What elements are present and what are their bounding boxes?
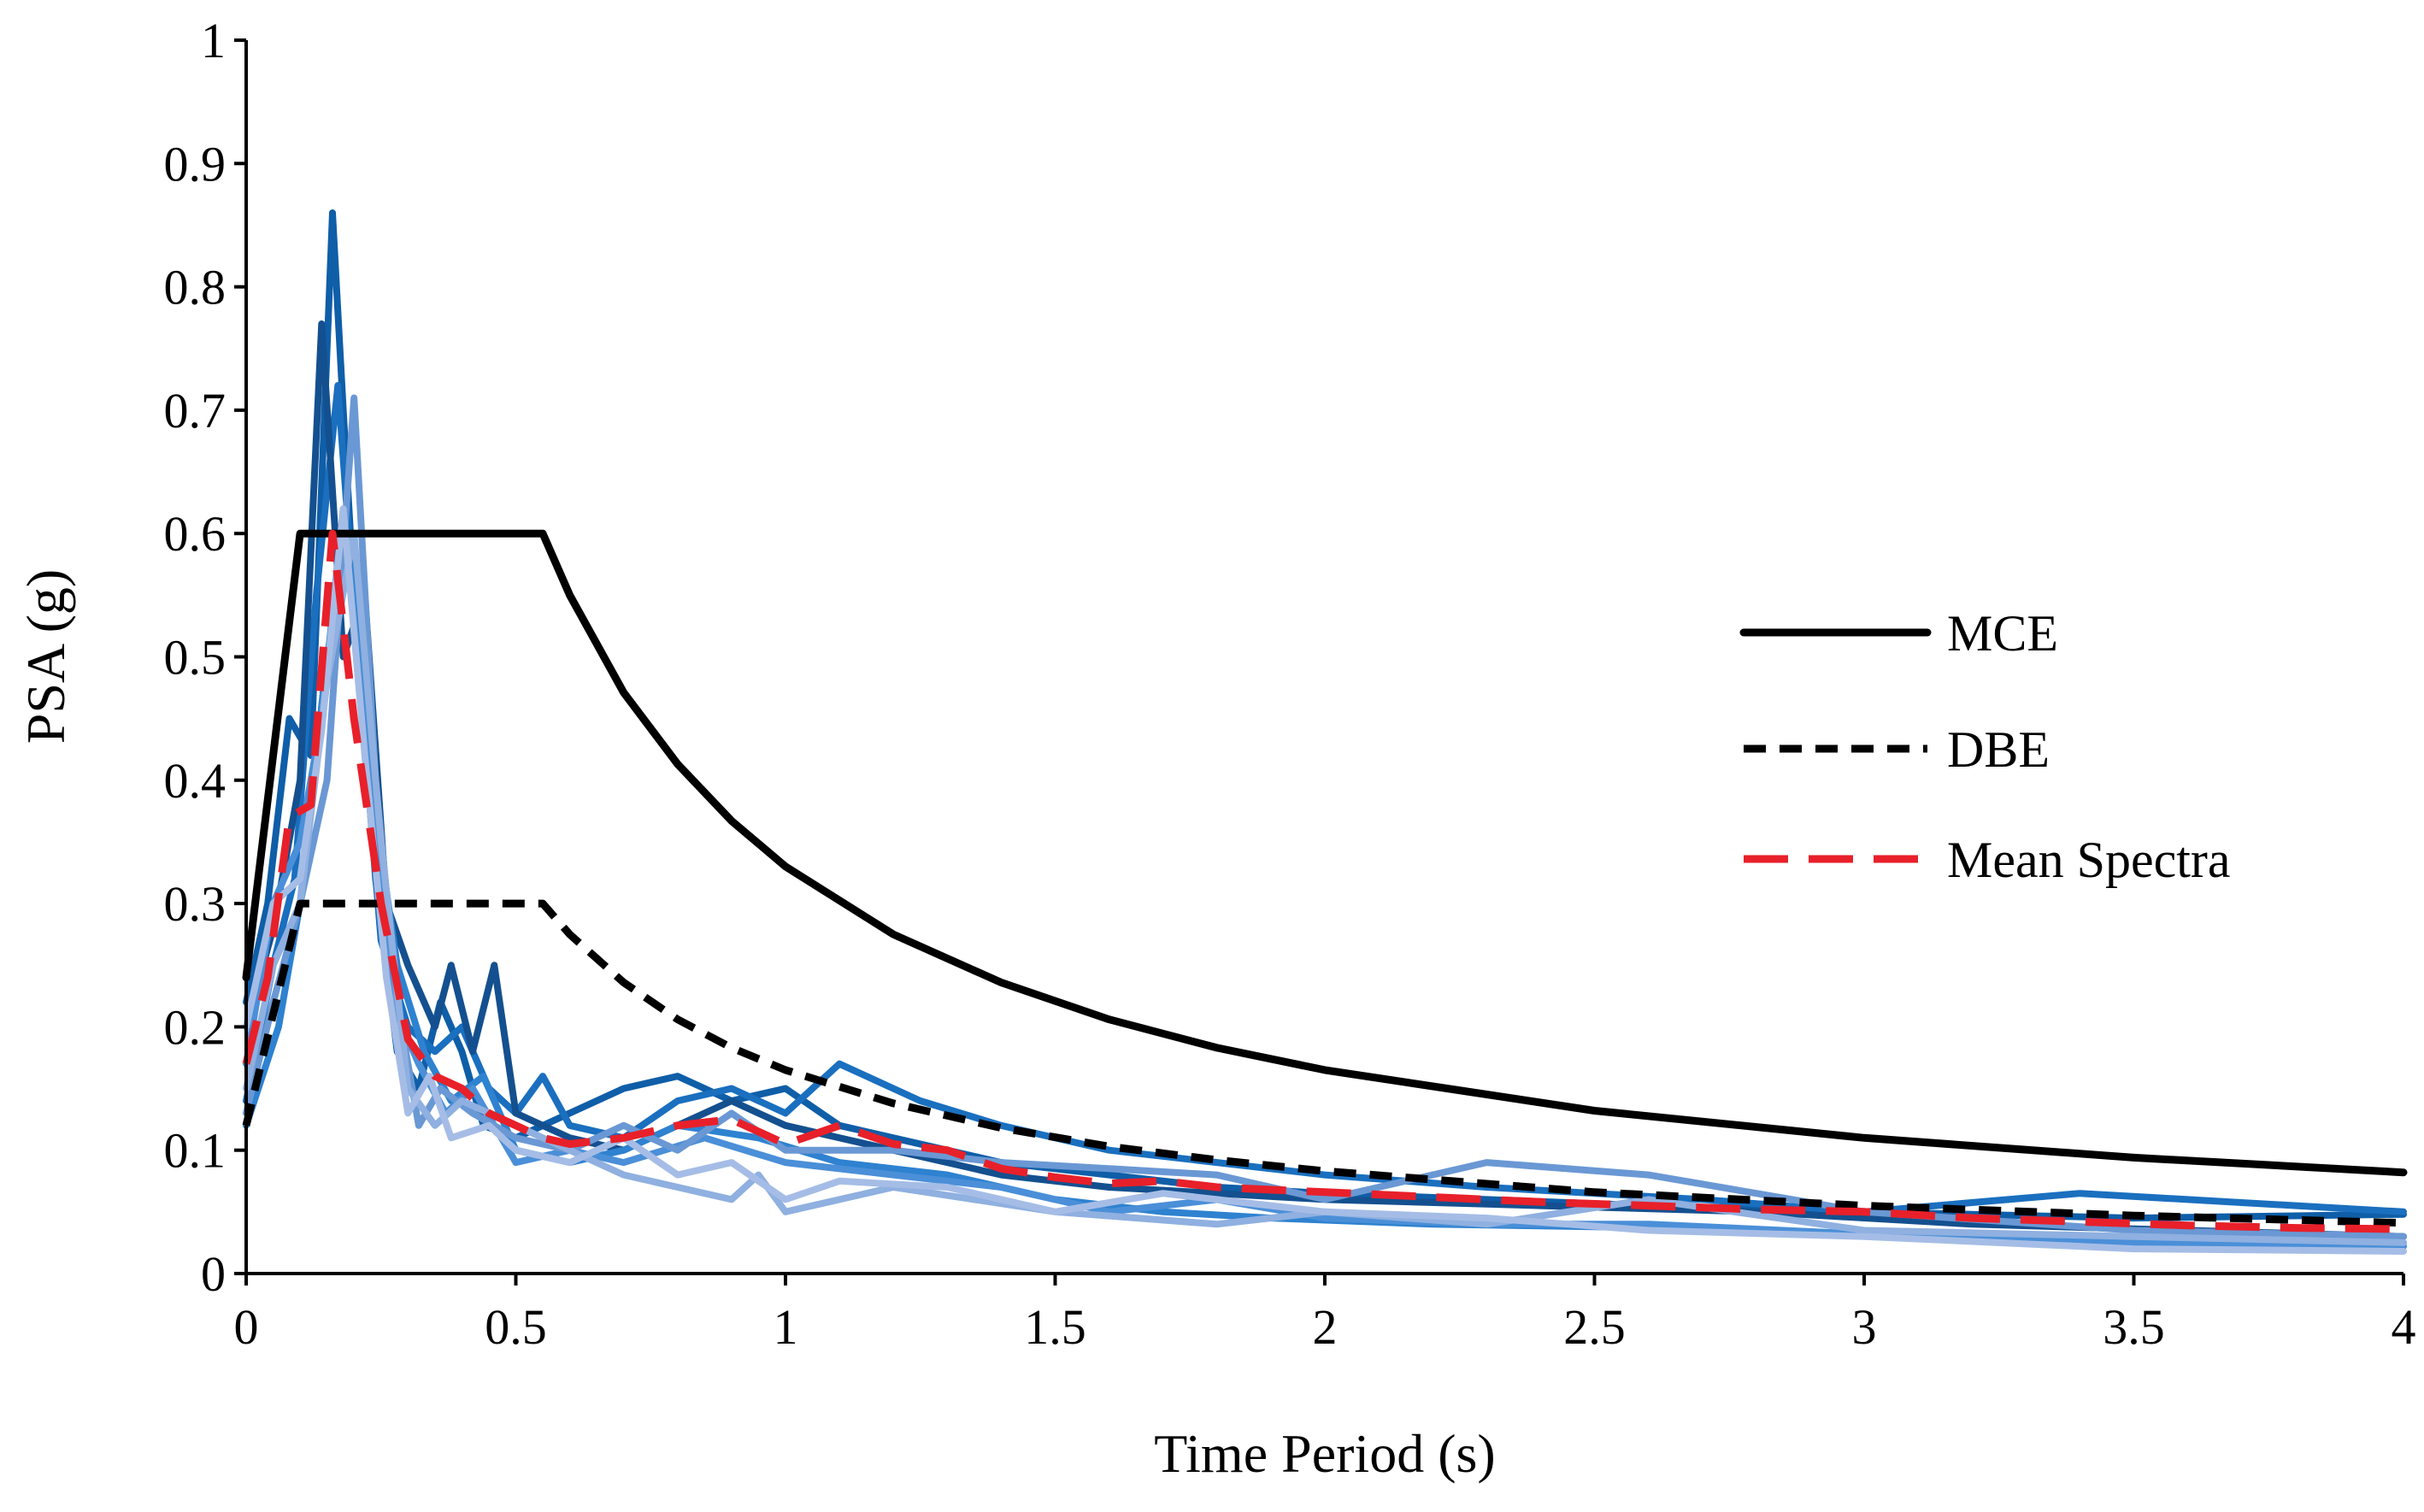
x-tick-label: 4 bbox=[2392, 1299, 2416, 1355]
x-tick-label: 0 bbox=[234, 1299, 259, 1355]
x-tick-label: 1.5 bbox=[1024, 1299, 1086, 1355]
tick-layer: 0 0.5 1 1.5 2 2.5 3 3.5 4 0 0.1 0.2 0.3 0.4 0.5 0.6 0.7 0… bbox=[164, 13, 2416, 1355]
y-tick-label: 0.4 bbox=[164, 753, 227, 809]
plot-series-layer bbox=[242, 209, 2408, 1255]
x-tick-label: 1 bbox=[774, 1299, 798, 1355]
series-line-record-3 bbox=[243, 320, 2407, 1240]
legend-label: Mean Spectra bbox=[1947, 832, 2231, 888]
y-tick-label: 0.7 bbox=[164, 383, 227, 438]
y-tick-label: 0 bbox=[201, 1246, 226, 1302]
y-axis-title: PSA (g) bbox=[15, 569, 76, 744]
x-tick-label: 2 bbox=[1313, 1299, 1338, 1355]
y-tick-label: 0.6 bbox=[164, 506, 227, 562]
x-tick-label: 3 bbox=[1852, 1299, 1877, 1355]
legend-label: DBE bbox=[1947, 721, 2050, 778]
y-tick-label: 1 bbox=[201, 13, 226, 68]
legend-label: MCE bbox=[1947, 605, 2058, 662]
y-tick-label: 0.8 bbox=[164, 260, 227, 315]
series-line-mce bbox=[242, 529, 2408, 1177]
x-tick-label: 2.5 bbox=[1563, 1299, 1626, 1355]
y-tick-label: 0.1 bbox=[164, 1123, 227, 1179]
y-tick-label: 0.3 bbox=[164, 876, 227, 932]
x-axis-title: Time Period (s) bbox=[1154, 1423, 1495, 1484]
legend: MCE DBE Mean Spectra bbox=[1739, 605, 2231, 888]
x-tick-label: 0.5 bbox=[485, 1299, 547, 1355]
y-tick-label: 0.2 bbox=[164, 999, 227, 1055]
x-tick-label: 3.5 bbox=[2103, 1299, 2165, 1355]
y-tick-label: 0.9 bbox=[164, 136, 227, 191]
y-tick-label: 0.5 bbox=[164, 630, 227, 685]
series-line-record-6 bbox=[243, 394, 2407, 1240]
series-line-mean-spectra bbox=[242, 529, 2404, 1233]
axes-layer bbox=[244, 40, 2403, 1275]
series-line-record-2 bbox=[243, 382, 2407, 1215]
